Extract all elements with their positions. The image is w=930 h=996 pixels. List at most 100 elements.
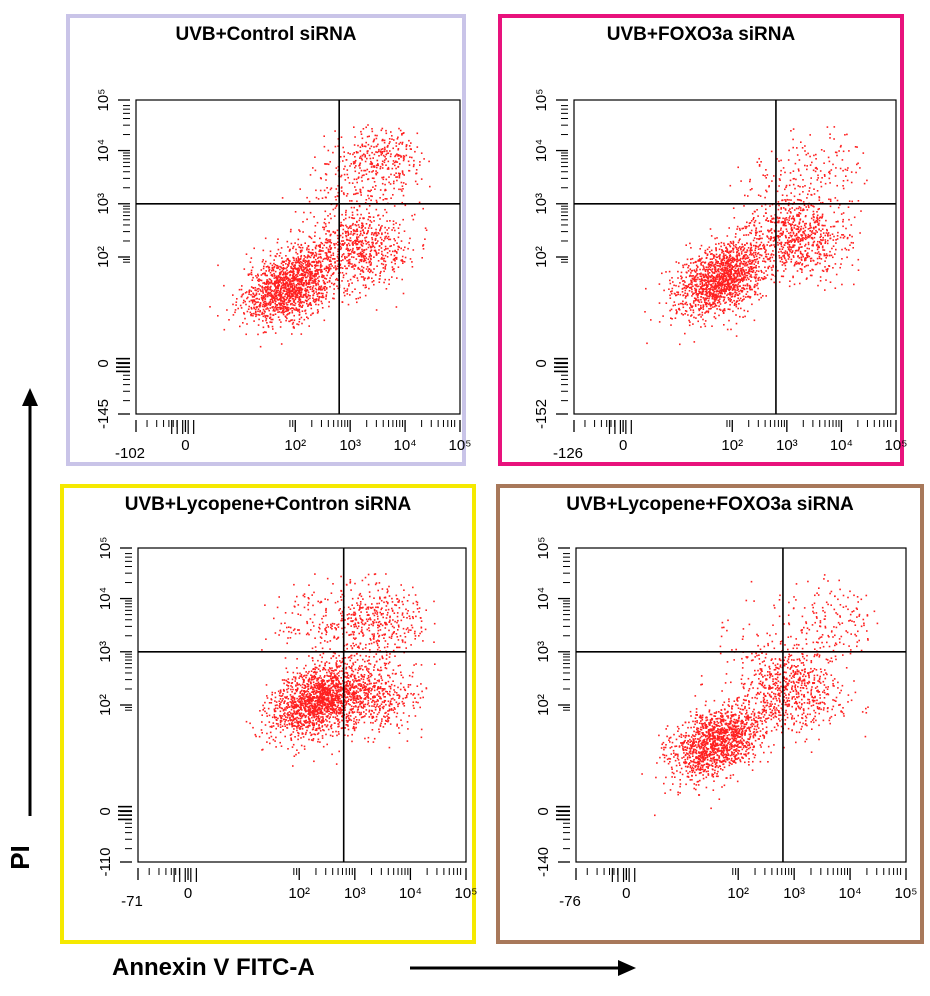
- data-point: [695, 268, 698, 270]
- data-point: [244, 292, 247, 294]
- data-point: [401, 259, 403, 261]
- data-point: [717, 287, 720, 290]
- data-point: [752, 267, 754, 270]
- data-point: [284, 272, 287, 274]
- data-point: [283, 278, 285, 280]
- data-point: [280, 291, 282, 294]
- data-point: [298, 318, 301, 320]
- data-point: [755, 255, 758, 258]
- data-point: [374, 185, 377, 187]
- data-point: [389, 245, 391, 248]
- data-point: [380, 247, 383, 249]
- data-point: [285, 282, 287, 285]
- panel-2: UVB+FOXO3a siRNA -126 0 10² 10³ 10⁴ 10⁵ -152 0 1…: [498, 14, 907, 466]
- data-point: [378, 224, 380, 226]
- data-point: [352, 222, 354, 225]
- data-point: [745, 253, 747, 256]
- data-point: [280, 266, 282, 269]
- data-point: [374, 274, 377, 276]
- data-point: [820, 217, 823, 219]
- data-point: [265, 283, 268, 285]
- data-point: [750, 270, 753, 273]
- data-point: [800, 234, 802, 236]
- data-point: [319, 266, 322, 269]
- data-point: [736, 250, 738, 253]
- data-point: [749, 267, 751, 270]
- data-point: [290, 289, 292, 292]
- data-point: [361, 174, 364, 177]
- data-point: [782, 217, 784, 220]
- data-point: [697, 285, 700, 288]
- data-point: [311, 277, 314, 279]
- data-point: [298, 311, 301, 314]
- data-point: [716, 285, 719, 288]
- data-point: [330, 274, 333, 277]
- data-point: [273, 259, 275, 261]
- data-point: [350, 206, 353, 209]
- data-point: [829, 250, 831, 253]
- data-point: [359, 150, 362, 152]
- data-point: [821, 246, 824, 249]
- data-point: [262, 292, 264, 294]
- data-point: [725, 301, 727, 304]
- data-point: [275, 286, 277, 289]
- data-point: [726, 249, 729, 251]
- data-point: [846, 256, 848, 259]
- data-point: [772, 274, 774, 276]
- data-point: [332, 283, 335, 286]
- data-point: [727, 281, 729, 284]
- data-point: [780, 245, 783, 248]
- data-point: [798, 226, 800, 228]
- data-point: [753, 319, 756, 322]
- data-point: [765, 295, 767, 297]
- data-point: [245, 333, 247, 336]
- data-point: [723, 257, 726, 260]
- data-point: [785, 236, 787, 239]
- data-point: [281, 311, 284, 313]
- data-point: [730, 259, 732, 262]
- data-point: [367, 124, 369, 126]
- data-point: [384, 238, 386, 240]
- data-point: [685, 310, 688, 313]
- data-point: [842, 218, 844, 221]
- data-point: [340, 266, 342, 269]
- data-point: [680, 271, 683, 274]
- data-point: [320, 288, 322, 290]
- data-point: [709, 294, 712, 296]
- data-point: [802, 227, 805, 230]
- data-point: [284, 298, 287, 301]
- data-point: [694, 276, 697, 278]
- data-point: [242, 293, 245, 295]
- data-point: [393, 187, 395, 190]
- data-point: [407, 247, 409, 250]
- data-point: [325, 257, 327, 260]
- data-point: [372, 245, 375, 247]
- data-point: [786, 251, 788, 253]
- data-point: [298, 303, 300, 306]
- data-point: [344, 165, 346, 168]
- data-point: [764, 255, 767, 258]
- data-point: [713, 299, 716, 301]
- data-point: [807, 264, 809, 267]
- data-point: [757, 252, 760, 254]
- data-point: [800, 268, 803, 270]
- data-point: [397, 148, 400, 150]
- data-point: [388, 283, 390, 285]
- data-point: [331, 265, 333, 267]
- data-point: [351, 182, 354, 184]
- data-point: [259, 305, 261, 308]
- data-point: [327, 191, 330, 194]
- data-point: [275, 300, 277, 303]
- data-point: [764, 203, 767, 206]
- data-point: [375, 164, 378, 167]
- data-point: [296, 289, 299, 292]
- data-point: [300, 272, 303, 275]
- data-point: [796, 270, 799, 272]
- data-point: [728, 252, 730, 254]
- data-point: [381, 167, 384, 169]
- data-point: [692, 262, 695, 264]
- data-point: [754, 274, 757, 276]
- data-point: [332, 252, 335, 255]
- data-point: [324, 163, 327, 165]
- data-point: [300, 291, 303, 293]
